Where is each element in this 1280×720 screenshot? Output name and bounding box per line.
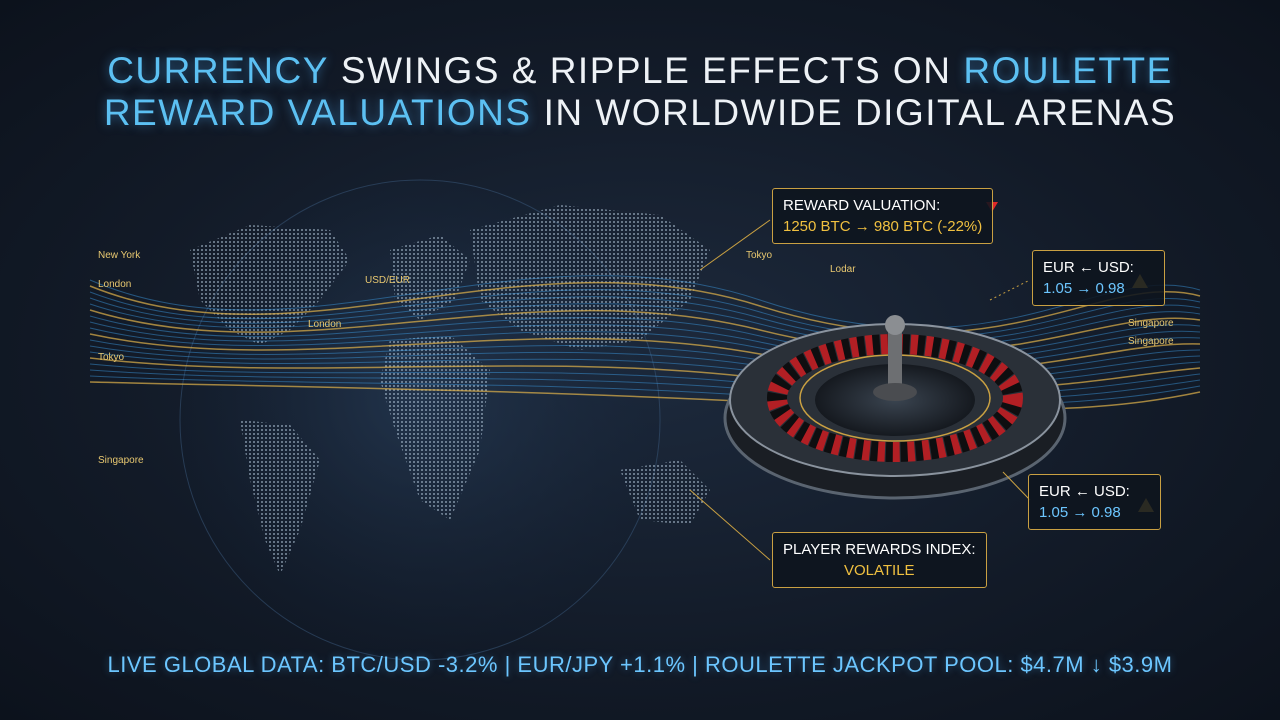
title-line: CURRENCY SWINGS & RIPPLE EFFECTS ON ROULET…: [0, 50, 1280, 92]
map-label: USD/EUR: [365, 275, 410, 286]
callout: PLAYER REWARDS INDEX: VOLATILE: [772, 532, 987, 588]
map-label: Tokyo: [98, 352, 125, 363]
title-segment: ROULETTE: [963, 50, 1173, 91]
callout-detail: VOLATILE: [843, 562, 915, 579]
map-label: New York: [98, 250, 141, 261]
callout: EUR ← USD: 1.05 → 0.98: [1032, 250, 1165, 306]
flow-line: [89, 296, 1201, 343]
flow-line: [89, 315, 1201, 357]
title-segment: SWINGS & RIPPLE EFFECTS ON: [340, 50, 952, 91]
continents: [190, 205, 710, 575]
title-segment: CURRENCY: [107, 50, 329, 91]
flow-line: [89, 321, 1201, 362]
callout-detail: 1.05 → 0.98: [1039, 504, 1121, 521]
flow-line: [89, 339, 1201, 376]
flow-line: [89, 289, 1201, 338]
callout: EUR ← USD: 1.05 → 0.98: [1028, 474, 1161, 530]
title-segment: IN WORLDWIDE DIGITAL ARENAS: [543, 92, 1177, 133]
map-label: London: [308, 319, 341, 330]
roulette-wheel: [689, 219, 1067, 561]
callout-detail: 1.05 → 0.98: [1043, 280, 1125, 297]
flow-line: [89, 357, 1201, 391]
callout-title: PLAYER REWARDS INDEX:: [783, 541, 976, 558]
flow-line: [89, 309, 1201, 353]
callout: REWARD VALUATION: 1250 BTC → 980 BTC (-2…: [772, 188, 994, 244]
flow-line: [89, 351, 1201, 386]
callout-title: EUR ← USD:: [1043, 259, 1134, 276]
title-line: REWARD VALUATIONS IN WORLDWIDE DIGITAL AR…: [0, 92, 1280, 134]
map-label: Singapore: [1128, 336, 1174, 347]
callout-title: EUR ← USD:: [1039, 483, 1130, 500]
flow-line: [89, 345, 1201, 381]
ticker: LIVE GLOBAL DATA: BTC/USD -3.2% | EUR/JP…: [107, 652, 1173, 677]
map-label: Lodar: [830, 264, 856, 275]
flow-line: [89, 333, 1201, 372]
map-label: Singapore: [98, 455, 144, 466]
map-labels: New York London Tokyo Singapore USD/EUR Londo…: [98, 250, 1174, 466]
callout-detail: 1250 BTC → 980 BTC (-22%): [783, 218, 983, 235]
flow-line: [89, 327, 1201, 367]
callout-title: REWARD VALUATION:: [783, 197, 941, 214]
map-label: Singapore: [1128, 318, 1174, 329]
title-segment: REWARD VALUATIONS: [103, 92, 532, 133]
map-label: Tokyo: [746, 250, 773, 261]
flow-line: [89, 363, 1201, 396]
map-label: London: [98, 279, 131, 290]
flow-line: [89, 303, 1201, 348]
